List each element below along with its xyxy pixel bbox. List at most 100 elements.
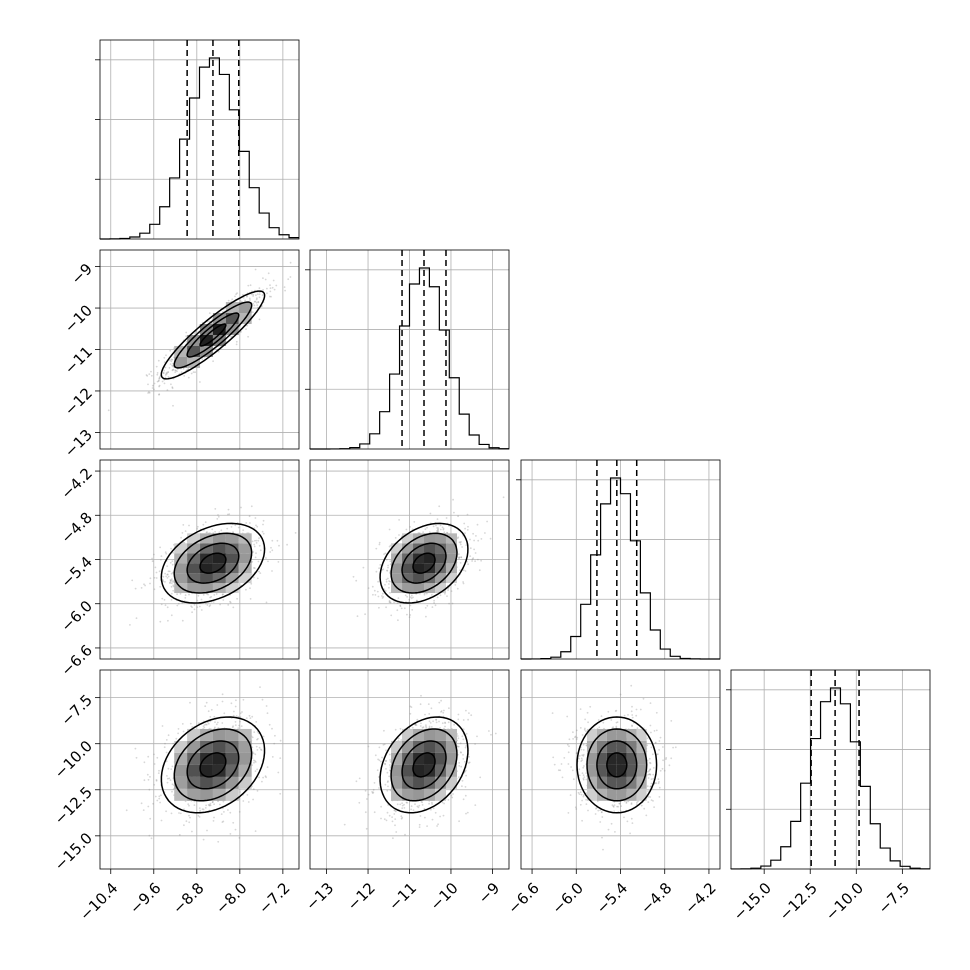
scatter-point [385,580,388,583]
scatter-point [462,569,465,572]
scatter-point [434,604,437,607]
density-cell [391,788,403,801]
scatter-point [202,838,205,841]
scatter-point [355,579,358,582]
scatter-point [172,742,175,745]
scatter-point [269,284,271,287]
scatter-point [196,527,199,530]
scatter-point [241,711,243,713]
scatter-point [267,560,269,563]
density-cell [424,583,435,594]
scatter-point [262,289,264,291]
scatter-point [411,609,414,611]
scatter-point [160,555,163,557]
scatter-point [212,820,215,822]
scatter-point [378,541,381,544]
scatter-point [409,596,412,599]
scatter-point [270,546,272,549]
scatter-point [158,384,161,387]
scatter-point [238,724,241,727]
scatter-point [168,367,171,369]
scatter-point [426,604,429,607]
scatter-point [198,807,201,809]
density-cell [187,553,201,564]
density-cell [174,563,188,574]
scatter-point [457,553,460,555]
scatter-point [169,359,171,362]
scatter-point [254,556,257,559]
scatter-point [215,593,218,595]
scatter-point [172,404,174,407]
scatter-point [209,716,212,718]
scatter-point [131,579,134,582]
scatter-point [247,284,250,287]
scatter-point [227,809,229,811]
scatter-point [270,295,272,298]
scatter-point [167,767,170,770]
scatter-point [196,599,199,602]
scatter-point [472,557,475,560]
scatter-point [189,722,192,725]
density-cell [212,533,226,544]
scatter-point [183,375,186,377]
scatter-point [238,837,241,839]
scatter-point [488,730,490,732]
scatter-point [431,818,434,821]
scatter-point [388,775,391,778]
scatter-point [465,812,467,815]
scatter-point [151,384,154,387]
scatter-point [266,287,268,290]
scatter-point [464,760,466,763]
scatter-point [135,756,138,759]
scatter-point [437,530,440,533]
density-cell [174,553,188,564]
scatter-point [165,739,168,741]
scatter-point [264,278,267,281]
scatter-point [440,699,442,702]
density-cell [200,764,213,777]
scatter-point [441,801,444,804]
scatter-point [253,545,256,548]
scatter-point [210,596,213,598]
scatter-point [232,714,235,717]
scatter-point [239,791,242,793]
scatter-point [271,549,274,552]
scatter-point [430,726,433,728]
scatter-point [188,804,190,807]
scatter-point [366,798,368,800]
scatter-point [269,290,272,293]
scatter-point [153,388,155,391]
scatter-point [657,782,660,785]
scatter-point [165,373,168,375]
scatter-point [393,601,395,604]
scatter-point [262,532,265,535]
scatter-point [382,743,385,746]
density-cell [225,752,239,765]
scatter-point [254,770,257,773]
scatter-point [151,387,154,389]
scatter-point [259,572,262,574]
scatter-point [442,528,445,531]
scatter-point [165,751,168,754]
scatter-point [385,768,387,770]
scatter-point [213,715,216,718]
scatter-point [262,523,264,526]
scatter-point [458,557,460,559]
scatter-point [399,605,402,608]
histogram-panel-1 [95,39,300,240]
scatter-point [398,519,400,521]
density-cell [212,313,226,325]
scatter-point [399,803,402,806]
scatter-point [206,531,209,533]
density-cell [200,553,213,564]
scatter-point [175,737,178,740]
scatter-point [254,539,256,542]
scatter-point [576,736,579,739]
contour-level [173,301,253,369]
scatter-point [158,377,161,380]
scatter-point [274,734,276,737]
scatter-point [167,734,170,737]
scatter-point [448,707,450,710]
scatter-point [253,731,256,733]
scatter-point [279,739,282,742]
